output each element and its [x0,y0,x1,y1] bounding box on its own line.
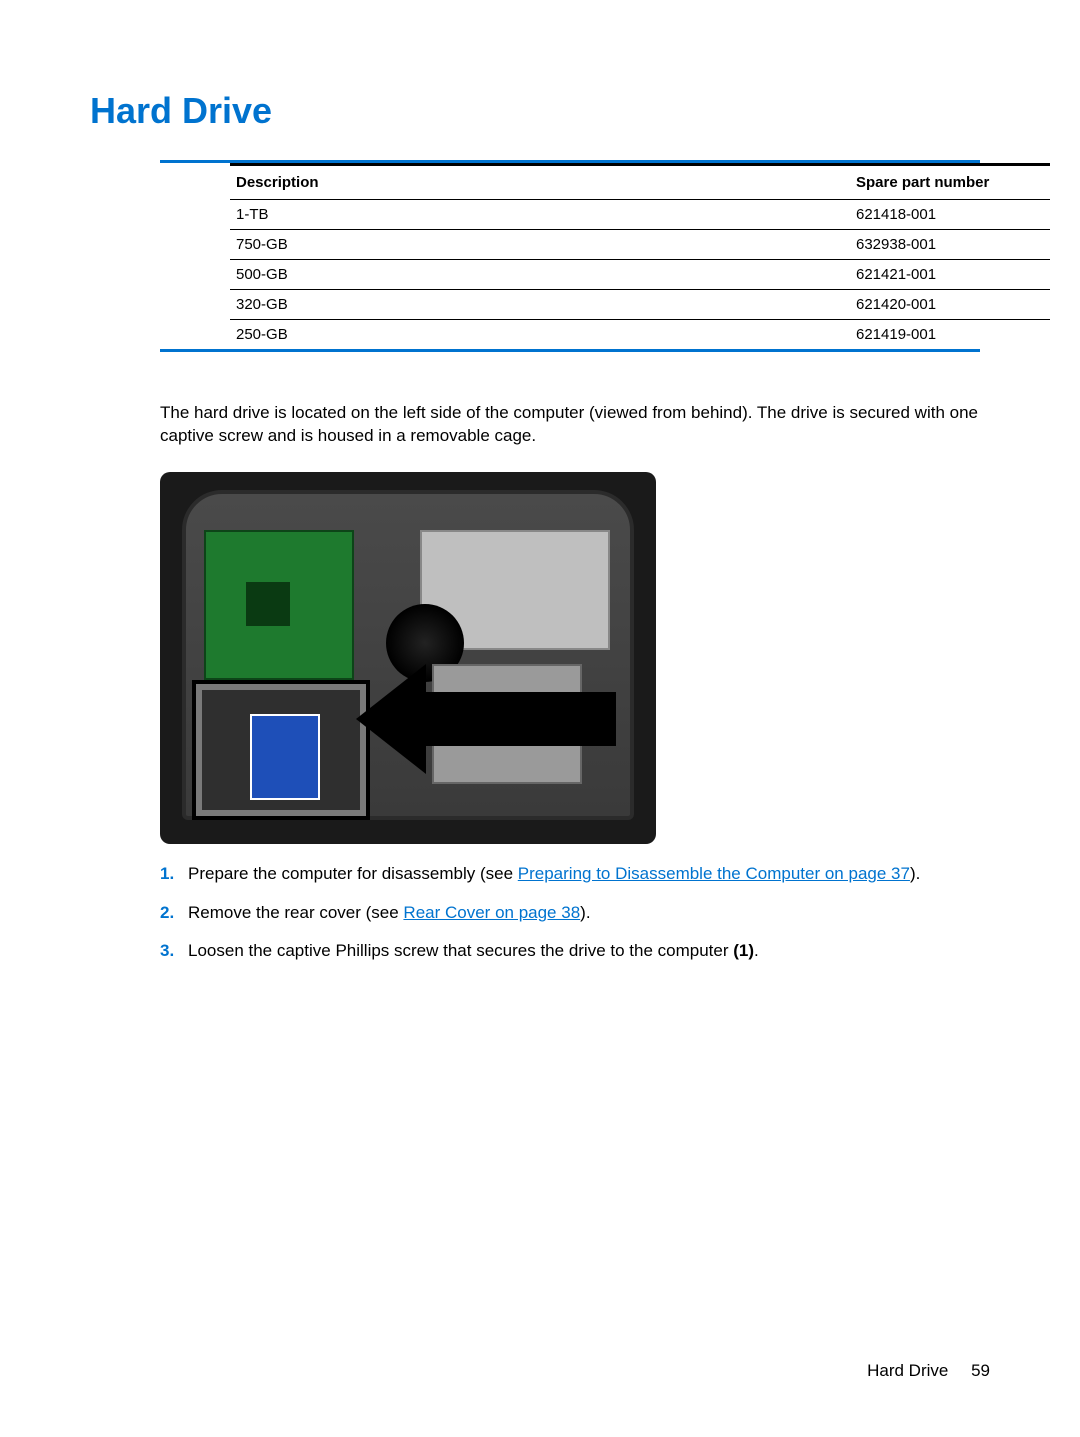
figure-mainboard [204,530,354,680]
rear-cover-link[interactable]: Rear Cover on page 38 [403,903,580,922]
step-body: Remove the rear cover (see Rear Cover on… [188,901,980,926]
step-body: Prepare the computer for disassembly (se… [188,862,980,887]
list-item: 1. Prepare the computer for disassembly … [160,862,980,887]
intro-paragraph: The hard drive is located on the left si… [160,402,980,448]
table-header-sparepart: Spare part number [850,165,1050,200]
disassembly-link[interactable]: Preparing to Disassemble the Computer on… [518,864,910,883]
list-item: 3. Loosen the captive Phillips screw tha… [160,939,980,964]
table-header-description: Description [230,165,850,200]
table-row: 320-GB621420-001 [230,290,1050,320]
table-row: 500-GB621421-001 [230,260,1050,290]
page-heading: Hard Drive [90,90,990,132]
arrow-icon [356,664,616,774]
parts-table-body: 1-TB621418-001 750-GB632938-001 500-GB62… [230,200,1050,350]
parts-table-wrap: Description Spare part number 1-TB621418… [160,160,980,352]
step-number: 2. [160,901,188,926]
step-number: 3. [160,939,188,964]
footer-section: Hard Drive [867,1361,948,1380]
footer-page-number: 59 [971,1361,990,1380]
table-row: 750-GB632938-001 [230,230,1050,260]
table-row: 250-GB621419-001 [230,320,1050,350]
step-number: 1. [160,862,188,887]
page-footer: Hard Drive 59 [867,1361,990,1381]
step-body: Loosen the captive Phillips screw that s… [188,939,980,964]
parts-table: Description Spare part number 1-TB621418… [230,163,1050,349]
table-row: 1-TB621418-001 [230,200,1050,230]
hard-drive-location-figure [160,472,656,844]
list-item: 2. Remove the rear cover (see Rear Cover… [160,901,980,926]
steps-list: 1. Prepare the computer for disassembly … [160,862,980,964]
figure-chassis [182,490,634,820]
figure-hdd-cage [196,684,366,816]
figure-chip [246,582,290,626]
figure-hdd-label [250,714,320,800]
